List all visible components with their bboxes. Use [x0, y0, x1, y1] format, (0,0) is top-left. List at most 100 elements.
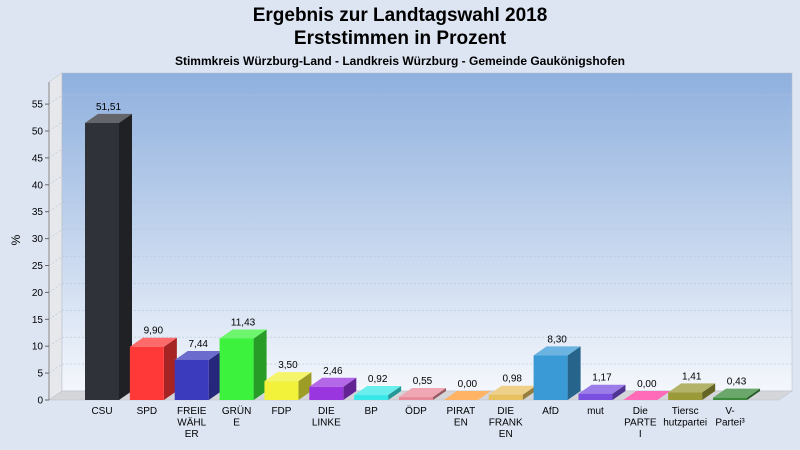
y-tick-label: 55: [32, 100, 44, 111]
chart-title: Ergebnis zur Landtagswahl 2018: [252, 5, 548, 26]
value-label: 0,98: [503, 374, 523, 385]
category-label: EN: [454, 418, 468, 429]
bar: [443, 391, 491, 400]
category-label: E: [233, 418, 240, 429]
bar-top: [668, 383, 716, 393]
bar-side: [388, 386, 402, 400]
bar-front: [713, 397, 748, 400]
y-tick-label: 25: [32, 261, 44, 272]
gridline: [48, 121, 792, 132]
bar-top: [533, 346, 581, 356]
y-tick-label: 45: [32, 153, 44, 164]
bars: [85, 113, 761, 401]
bar: [129, 337, 177, 400]
chart-region-subtitle: Stimmkreis Würzburg-Land - Landkreis Wür…: [174, 54, 626, 68]
category-label: EN: [499, 429, 513, 440]
category-label: I: [639, 429, 642, 440]
gridline: [48, 202, 792, 212]
bar-front: [85, 122, 119, 401]
value-label: 7,44: [188, 339, 208, 350]
bar: [174, 350, 222, 400]
bar-front: [219, 338, 254, 400]
y-tick-label: 35: [32, 207, 44, 218]
bar-front: [399, 397, 434, 400]
gridline: [48, 256, 792, 266]
bar-side: [163, 337, 177, 400]
plot-side-wall: [48, 72, 63, 401]
value-label: 0,00: [637, 379, 657, 390]
category-label: mut: [587, 406, 604, 417]
bar-top: [713, 388, 761, 398]
value-label: 9,90: [144, 326, 164, 337]
bar: [578, 384, 626, 400]
category-label: V-: [725, 406, 734, 417]
bar-top: [264, 372, 312, 382]
bar: [309, 377, 357, 400]
gridlines: [48, 94, 792, 374]
value-label: 8,30: [547, 334, 567, 345]
category-label: hutzpartei: [663, 418, 707, 429]
bar-front: [174, 359, 209, 400]
bar-side: [298, 372, 312, 400]
bar-top: [443, 391, 491, 400]
gridline: [48, 94, 792, 105]
y-tick-label: 5: [37, 369, 43, 380]
bar: [488, 385, 536, 400]
category-label: FREIE: [177, 406, 207, 417]
value-label: 1,41: [682, 371, 702, 382]
gridline: [48, 283, 792, 293]
value-label: 1,17: [592, 373, 612, 384]
bar-top: [623, 391, 671, 400]
bar-side: [702, 383, 716, 400]
category-label: AfD: [542, 406, 559, 417]
category-label: DIE: [318, 406, 335, 417]
category-label: BP: [364, 406, 378, 417]
gridline: [48, 363, 792, 374]
value-labels: 51,51 9,90 7,44 11,43 3,50 2,46 0,92 0,55 0,00 0,…: [96, 102, 747, 390]
bar-front: [354, 395, 389, 400]
bar: [219, 329, 267, 400]
bar-front: [533, 355, 568, 400]
y-tick-label: 20: [32, 288, 44, 299]
bar-top: [129, 337, 177, 347]
value-label: 0,43: [727, 377, 747, 388]
category-label: WÄHL: [177, 417, 206, 429]
bar: [623, 391, 671, 400]
category-label: SPD: [137, 406, 158, 417]
category-label: FDP: [271, 406, 291, 417]
value-label: 0,92: [368, 374, 388, 385]
value-label: 11,43: [231, 318, 256, 329]
category-label: ÖDP: [405, 405, 427, 417]
bar-top: [354, 386, 402, 396]
chart-subtitle: Erststimmen in Prozent: [293, 28, 507, 49]
y-axis-label: %: [9, 234, 23, 245]
category-label: FRANK: [489, 418, 523, 429]
bar: [264, 372, 312, 400]
category-label: LINKE: [312, 418, 341, 429]
bar-side: [433, 388, 447, 400]
bar-top: [85, 113, 132, 123]
plot-back-wall: [61, 72, 793, 392]
bar-top: [219, 329, 267, 339]
bar-side: [567, 346, 581, 400]
value-label: 51,51: [96, 102, 121, 113]
bar-side: [119, 113, 132, 401]
bar-top: [488, 385, 536, 395]
bar: [668, 383, 716, 400]
value-label: 3,50: [278, 360, 298, 371]
bar-side: [343, 377, 357, 400]
y-tick-label: 10: [32, 342, 44, 353]
bar: [533, 346, 581, 400]
category-label: DIE: [497, 406, 514, 417]
y-tick-label: 30: [32, 234, 44, 245]
bar-front: [309, 386, 344, 400]
gridline: [48, 148, 792, 159]
bar-side: [208, 350, 222, 400]
category-label: Partei³: [715, 418, 745, 429]
y-axis-ticks: 0 5 10 15 20 25 30 35 40 45 50 55: [32, 100, 49, 407]
value-label: 2,46: [323, 366, 343, 377]
bar: [85, 113, 132, 401]
bar-side: [253, 329, 267, 400]
gridline: [48, 309, 792, 320]
